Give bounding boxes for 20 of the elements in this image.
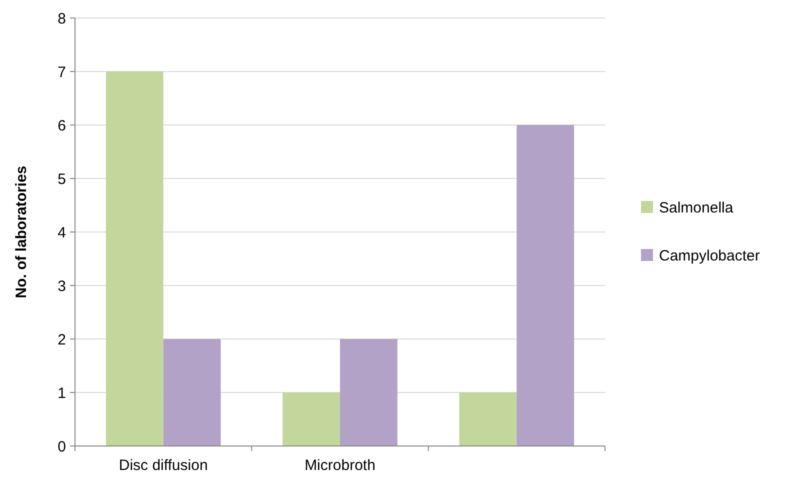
legend-label: Salmonella [659,199,734,216]
y-tick-label: 2 [58,331,66,348]
x-tick-label: Disc diffusion [118,457,208,474]
y-axis-title: No. of laboratories [13,166,30,298]
y-tick-label: 7 [58,64,66,81]
y-tick-label: 5 [58,170,66,188]
y-tick-label: 0 [58,438,66,456]
y-tick-label: 3 [58,278,66,295]
bar [163,339,221,446]
bar [516,125,574,446]
bar [459,392,517,446]
y-tick-label: 8 [58,10,66,28]
bar [106,72,164,446]
bar [340,339,398,446]
y-tick-label: 4 [58,224,66,242]
bar [282,392,340,446]
x-tick-label: Microbroth [304,457,376,474]
legend-label: Campylobacter [659,247,760,264]
y-tick-label: 6 [58,117,66,134]
y-tick-label: 1 [58,384,66,402]
